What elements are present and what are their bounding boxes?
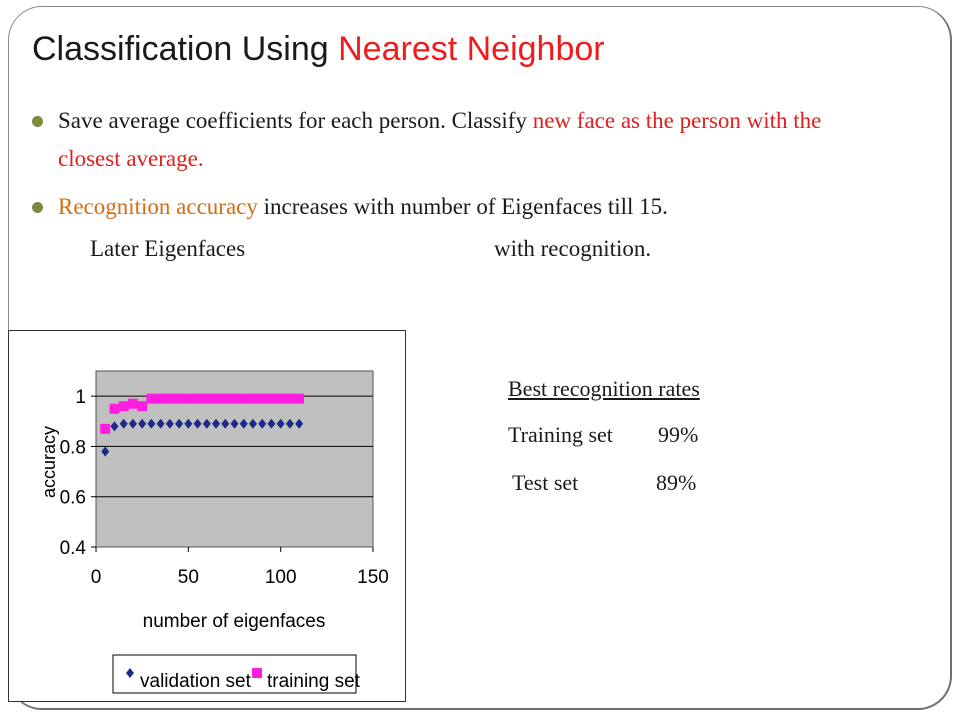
training-point <box>238 393 249 404</box>
validation-point <box>248 418 257 429</box>
bullet-2-highlight: Recognition accuracy <box>58 194 258 219</box>
legend-label: training set <box>267 671 361 692</box>
validation-point <box>276 418 285 429</box>
validation-point <box>147 418 156 429</box>
training-point <box>146 393 157 404</box>
training-point <box>137 401 148 412</box>
bullet-dot-icon <box>32 202 43 213</box>
bullet-list: Save average coefficients for each perso… <box>32 102 832 236</box>
validation-point <box>239 418 248 429</box>
training-point <box>118 401 129 412</box>
best-rates-header: Best recognition rates <box>508 376 700 401</box>
validation-point <box>258 418 267 429</box>
training-point <box>174 393 185 404</box>
training-label: Training set <box>508 422 613 447</box>
validation-point <box>295 418 304 429</box>
x-tick-label: 100 <box>265 567 297 588</box>
validation-point <box>165 418 174 429</box>
test-rate-row: Test set 89% <box>512 470 696 496</box>
training-point <box>155 393 166 404</box>
x-tick-label: 150 <box>357 567 389 588</box>
training-point <box>192 393 203 404</box>
training-point <box>211 393 222 404</box>
validation-point <box>193 418 202 429</box>
y-axis-label: accuracy <box>39 426 59 498</box>
with-recognition-text: with recognition. <box>494 236 652 261</box>
bullet-dot-icon <box>32 116 43 127</box>
training-point <box>294 393 305 404</box>
y-tick-label: 0.4 <box>60 538 87 559</box>
validation-point <box>175 418 184 429</box>
y-tick-label: 0.6 <box>60 488 86 509</box>
training-point <box>100 423 111 434</box>
training-point <box>183 393 194 404</box>
y-tick-label: 1 <box>75 387 86 408</box>
validation-point <box>110 421 119 432</box>
title-highlight: Nearest Neighbor <box>338 30 605 68</box>
validation-point <box>138 418 147 429</box>
training-point <box>109 403 120 414</box>
legend-marker <box>126 668 134 678</box>
bullet-item-1: Save average coefficients for each perso… <box>32 102 832 178</box>
test-value: 89% <box>656 470 697 495</box>
validation-point <box>184 418 193 429</box>
validation-point <box>221 418 230 429</box>
y-tick-label: 0.8 <box>60 437 86 458</box>
bullet-1-highlight: new face as the person with the closest … <box>58 108 822 171</box>
validation-point <box>285 418 294 429</box>
validation-point <box>267 418 276 429</box>
later-eigenfaces-text: Later Eigenfaces <box>90 236 246 261</box>
title-plain: Classification Using <box>32 30 339 68</box>
validation-point <box>230 418 239 429</box>
x-tick-label: 50 <box>178 567 199 588</box>
bullet-1-text: Save average coefficients for each perso… <box>58 108 533 133</box>
validation-point <box>212 418 221 429</box>
training-point <box>220 393 231 404</box>
x-tick-label: 0 <box>91 567 102 588</box>
training-point <box>201 393 212 404</box>
validation-point <box>101 446 110 457</box>
bullet-2-text: increases with number of Eigenfaces till… <box>257 194 668 219</box>
training-point <box>247 393 258 404</box>
training-point <box>257 393 268 404</box>
validation-point <box>156 418 165 429</box>
legend-marker <box>252 668 262 678</box>
bullet-item-2: Recognition accuracy increases with numb… <box>32 188 832 226</box>
training-point <box>284 393 295 404</box>
legend-label: validation set <box>140 671 252 692</box>
training-point <box>266 393 277 404</box>
validation-point <box>202 418 211 429</box>
slide-title: Classification Using Nearest Neighbor <box>32 30 605 69</box>
training-point <box>164 393 175 404</box>
x-axis-label: number of eigenfaces <box>143 611 326 632</box>
training-value: 99% <box>658 422 699 447</box>
accuracy-chart: 0.4 0.6 0.8 1 0 50 100 150 accuracy number of e… <box>8 330 406 702</box>
training-rate-row: Training set 99% <box>508 422 698 448</box>
validation-point <box>128 418 137 429</box>
chart-svg: 0.4 0.6 0.8 1 0 50 100 150 accuracy number of e… <box>39 370 389 694</box>
validation-point <box>119 418 128 429</box>
legend-box <box>112 654 357 694</box>
training-point <box>127 398 138 409</box>
training-point <box>229 393 240 404</box>
training-point <box>275 393 286 404</box>
test-label: Test set <box>512 470 579 495</box>
